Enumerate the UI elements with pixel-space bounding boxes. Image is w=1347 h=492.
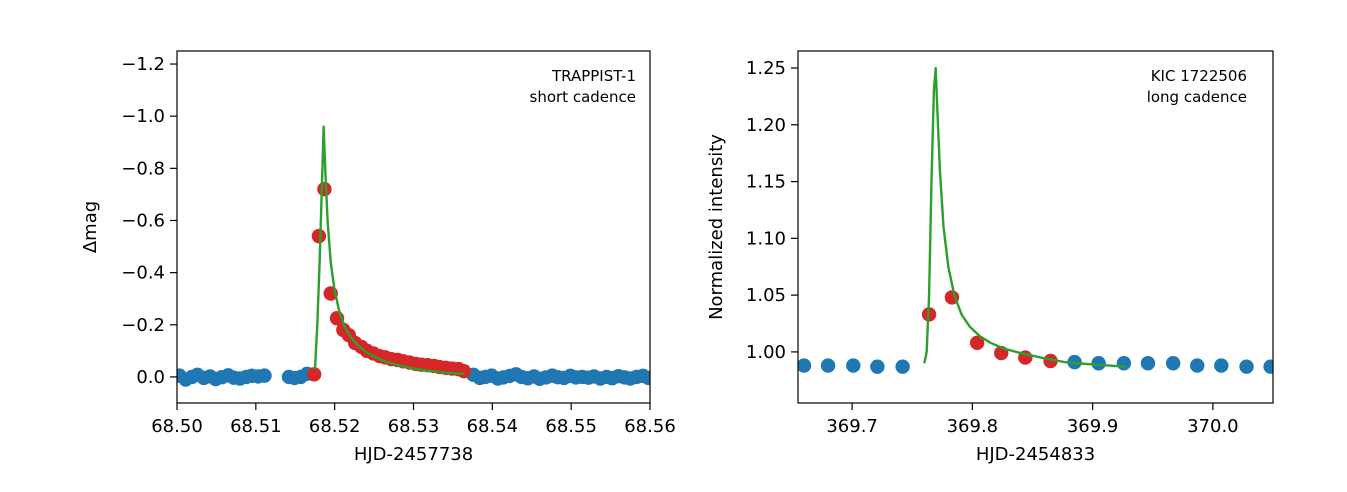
right-quiescent-point [820,358,836,373]
left-y-tick-label: −1.2 [121,54,165,75]
left-y-tick-label: −1.0 [121,106,165,127]
right-y-tick-label: 1.00 [746,342,786,363]
left-x-tick-label: 68.52 [309,416,361,437]
left-panel: 68.50 68.51 68.52 68.53 68.54 68.55 68.56 0.0 −… [80,50,676,465]
left-y-tick-label: −0.6 [121,210,165,231]
right-quiescent-point [1140,356,1156,371]
right-plot-marks [798,66,1273,374]
right-x-tick-label: 369.9 [1067,416,1119,437]
left-quiescent-point [641,370,650,386]
left-flare-point [317,181,332,197]
right-panel: 369.7 369.8 369.9 370.0 1.00 1.05 1.10 1.15 1.2… [706,50,1274,465]
right-quiescent-point [1116,356,1132,371]
left-quiescent-point [257,368,272,383]
left-flare-model-line [313,125,465,376]
left-annotation-star: TRAPPIST-1 [551,67,636,85]
right-flare-point [1043,353,1058,369]
left-x-tick-label: 68.55 [545,416,597,437]
left-x-ticks: 68.50 68.51 68.52 68.53 68.54 68.55 68.56 [151,403,676,437]
left-y-tick-label: −0.8 [121,158,165,179]
left-flare-point [306,367,322,382]
right-flare-model-line [923,66,1127,368]
right-y-axis-label: Normalized intensity [706,134,727,320]
left-x-tick-label: 68.54 [467,416,519,437]
left-y-ticks: 0.0 −0.2 −0.4 −0.6 −0.8 −1.0 −1.2 [121,54,177,388]
right-quiescent-point [1190,358,1205,373]
right-quiescent-point [1214,358,1229,373]
right-quiescent-point [1239,359,1254,374]
right-x-tick-label: 369.8 [947,416,999,437]
right-quiescent-point [1091,356,1106,371]
right-y-ticks: 1.00 1.05 1.10 1.15 1.20 1.25 [746,58,798,363]
left-x-tick-label: 68.50 [151,416,203,437]
right-quiescent-point [798,358,812,373]
left-x-axis-label: HJD-2457738 [354,444,473,465]
right-annotation-star: KIC 1722506 [1151,67,1247,85]
right-quiescent-point [870,359,885,374]
right-x-tick-label: 370.0 [1187,416,1239,437]
left-x-tick-label: 68.51 [230,416,282,437]
right-plot-frame [797,50,1274,404]
left-flare-point [311,228,327,244]
right-x-ticks: 369.7 369.8 369.9 370.0 [826,403,1239,437]
right-quiescent-point [895,359,910,374]
left-y-tick-label: −0.4 [121,263,165,284]
right-quiescent-point [1165,356,1181,371]
right-quiescent-point [846,358,861,373]
left-y-axis-label: Δmag [80,201,101,253]
right-x-axis-label: HJD-2454833 [976,444,1095,465]
left-annotation-cadence: short cadence [530,88,637,106]
right-y-tick-label: 1.25 [746,58,786,79]
left-y-tick-label: −0.2 [121,315,165,336]
left-x-tick-label: 68.56 [624,416,676,437]
left-flare-point [456,363,472,379]
left-plot-marks [177,125,650,387]
right-y-tick-label: 1.15 [746,172,786,193]
right-x-tick-label: 369.7 [826,416,878,437]
left-y-tick-label: 0.0 [136,367,165,388]
right-annotation-cadence: long cadence [1147,88,1247,106]
right-y-tick-label: 1.10 [746,228,786,249]
right-y-tick-label: 1.05 [746,285,786,306]
left-x-tick-label: 68.53 [388,416,440,437]
right-y-tick-label: 1.20 [746,115,786,136]
right-flare-point [969,335,985,351]
right-quiescent-point [1263,359,1273,374]
